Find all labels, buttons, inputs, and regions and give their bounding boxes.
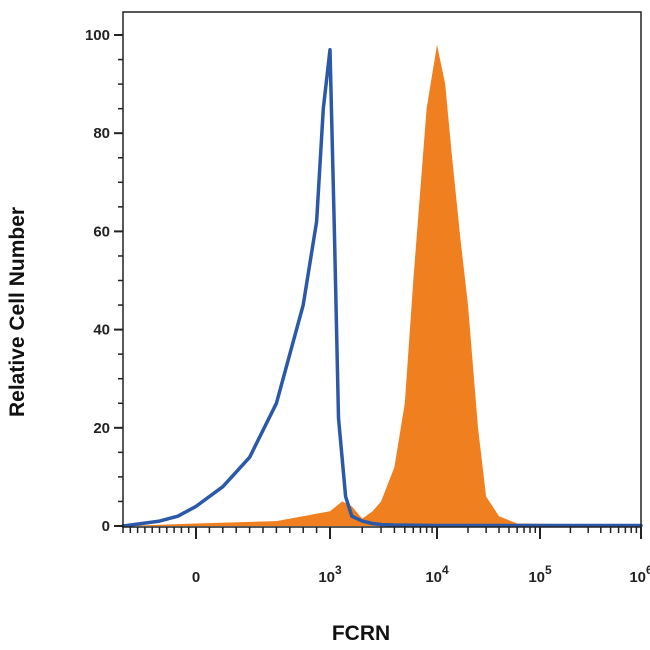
histogram-series-outline-0	[121, 47, 643, 528]
y-tick-label: 60	[93, 223, 110, 240]
y-axis-title: Relative Cell Number	[6, 207, 29, 417]
x-tick-label: 105	[528, 563, 552, 586]
x-tick-label: 0	[192, 569, 200, 586]
y-tick-label: 0	[102, 518, 110, 535]
y-tick-label: 20	[93, 420, 110, 437]
axis-ticks: 0 20 40 60 80 100 0 103 104 105 106	[85, 27, 650, 586]
x-tick-label: 104	[425, 563, 449, 586]
x-tick-label: 106	[629, 563, 650, 586]
y-tick-label: 40	[93, 322, 110, 339]
plot-frame	[122, 11, 642, 528]
x-axis-title: FCRN	[332, 622, 390, 645]
histogram-series-filled-1	[123, 44, 641, 527]
y-tick-label: 100	[85, 27, 110, 44]
y-tick-label: 80	[93, 125, 110, 142]
x-tick-label: 103	[318, 563, 342, 586]
series-layer	[121, 44, 643, 528]
